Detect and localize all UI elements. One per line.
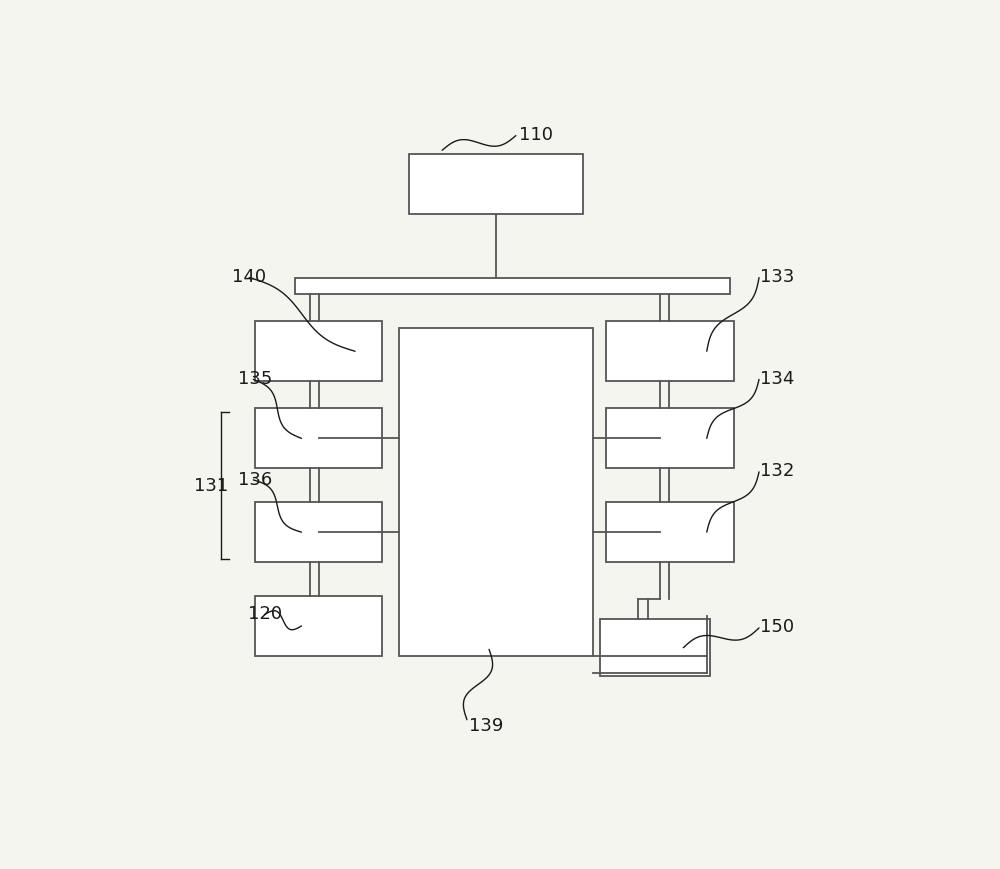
Bar xyxy=(600,620,710,676)
Text: 110: 110 xyxy=(519,125,553,143)
Text: 134: 134 xyxy=(760,369,795,388)
Bar xyxy=(255,502,382,562)
Bar xyxy=(606,322,734,382)
Text: 131: 131 xyxy=(194,477,229,494)
Bar xyxy=(606,502,734,562)
Text: 135: 135 xyxy=(238,369,272,388)
Text: 139: 139 xyxy=(469,716,503,734)
Text: 120: 120 xyxy=(248,604,282,622)
Text: 132: 132 xyxy=(760,461,795,480)
Bar xyxy=(606,408,734,469)
Bar xyxy=(409,155,583,215)
Bar xyxy=(255,322,382,382)
Text: 133: 133 xyxy=(760,268,795,286)
Bar xyxy=(295,278,730,295)
Bar xyxy=(399,328,593,656)
Bar xyxy=(255,408,382,469)
Text: 136: 136 xyxy=(238,470,272,488)
Text: 150: 150 xyxy=(760,617,794,635)
Bar xyxy=(255,596,382,656)
Text: 140: 140 xyxy=(232,268,267,286)
